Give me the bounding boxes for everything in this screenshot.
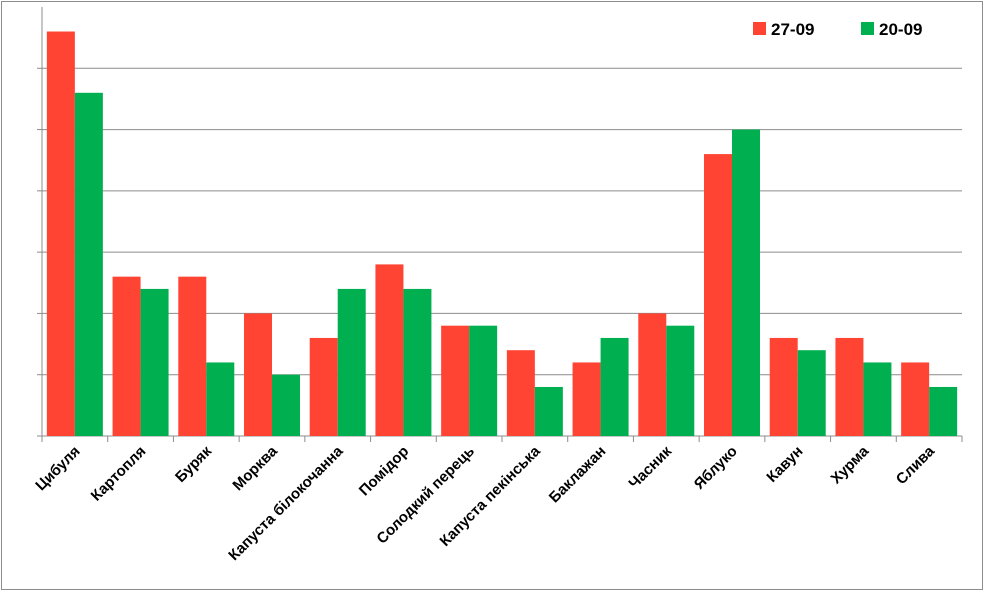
bar-часник-27-09 — [638, 313, 667, 436]
bar-хурма-27-09 — [835, 337, 864, 436]
bar-баклажан-27-09 — [572, 362, 601, 436]
x-tick-label: Картопля — [88, 443, 150, 505]
bar-картопля-20-09 — [140, 288, 169, 436]
x-tick-label: Цибуля — [32, 443, 83, 494]
x-tick-label: Помідор — [356, 443, 412, 499]
bar-помідор-20-09 — [403, 288, 432, 436]
bar-помідор-27-09 — [375, 264, 404, 436]
legend-swatch-27-09 — [753, 22, 766, 35]
legend-label-20-09: 20-09 — [879, 20, 922, 39]
x-tick-label: Яблуко — [691, 443, 741, 493]
bars — [46, 31, 958, 437]
bar-яблуко-20-09 — [732, 129, 760, 437]
x-tick-label: Баклажан — [546, 443, 610, 507]
legend: 27-09 20-09 — [753, 20, 922, 39]
legend-swatch-20-09 — [861, 22, 874, 35]
x-tick-label: Кавун — [763, 443, 806, 486]
bar-солодкий-перець-20-09 — [469, 325, 498, 436]
bar-морква-20-09 — [272, 374, 300, 436]
bar-цибуля-27-09 — [46, 31, 75, 437]
bar-слива-27-09 — [901, 362, 930, 436]
bar-кавун-20-09 — [797, 350, 826, 436]
bar-капуста-пекінська-27-09 — [506, 350, 535, 436]
bar-баклажан-20-09 — [600, 337, 629, 436]
bar-хурма-20-09 — [863, 362, 892, 436]
bar-капуста-білокочанна-20-09 — [337, 288, 366, 436]
bar-капуста-пекінська-20-09 — [534, 386, 563, 436]
x-tick-label: Буряк — [172, 442, 215, 485]
x-tick-label: Слива — [893, 442, 939, 488]
bar-часник-20-09 — [666, 325, 695, 436]
bar-морква-27-09 — [244, 313, 272, 436]
x-tick-label: Морква — [229, 442, 281, 494]
x-tick-label: Часник — [626, 442, 676, 492]
bar-капуста-білокочанна-27-09 — [309, 337, 338, 436]
bar-картопля-27-09 — [112, 276, 141, 436]
x-tick-label: Хурма — [828, 442, 873, 487]
bar-буряк-20-09 — [206, 362, 235, 436]
bar-слива-20-09 — [929, 386, 958, 436]
x-tick-label: Капуста білокочанна — [225, 442, 347, 564]
bar-буряк-27-09 — [178, 276, 207, 436]
bar-солодкий-перець-27-09 — [441, 325, 470, 436]
bar-кавун-27-09 — [769, 337, 798, 436]
legend-label-27-09: 27-09 — [771, 20, 814, 39]
bar-цибуля-20-09 — [74, 92, 103, 437]
bar-яблуко-27-09 — [704, 154, 732, 437]
